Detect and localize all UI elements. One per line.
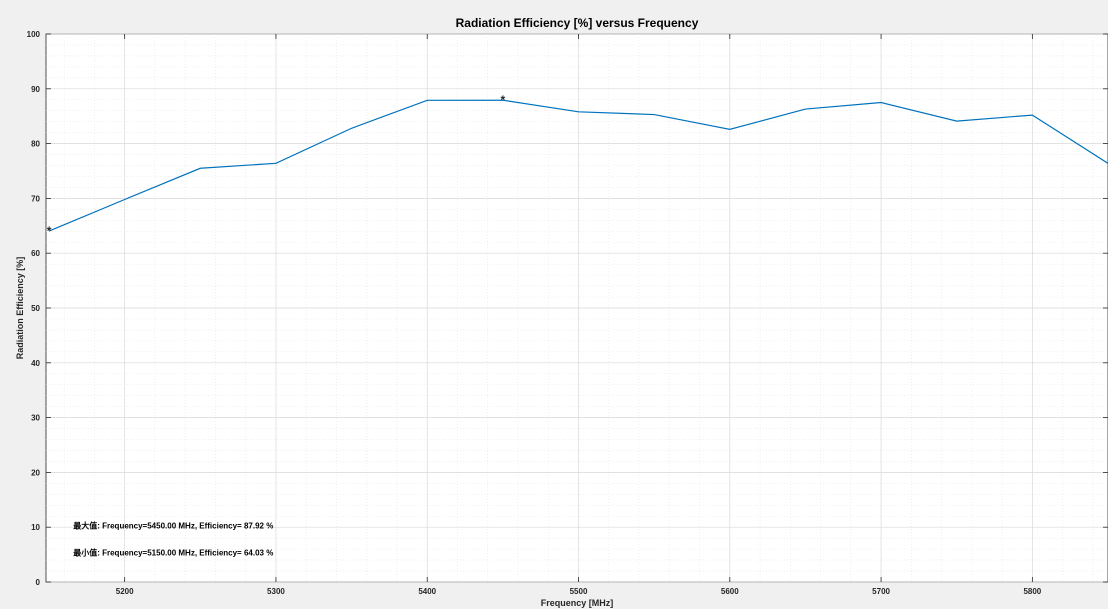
y-tick-label: 80	[31, 140, 40, 149]
extreme-markers: **	[47, 93, 506, 238]
y-axis-label: Radiation Efficiency [%]	[15, 257, 25, 360]
x-tick-label: 5600	[721, 587, 739, 596]
y-tick-label: 90	[31, 85, 40, 94]
efficiency-series-line	[48, 99, 1108, 232]
y-tick-labels: 0 10 20 30 40 50 60 70 80 90 100	[27, 30, 41, 587]
max-annotation: 最大值: Frequency=5450.00 MHz, Efficiency= …	[73, 520, 273, 530]
major-grid	[46, 33, 1108, 583]
y-tick-label: 60	[31, 249, 40, 258]
annotations: 最大值: Frequency=5450.00 MHz, Efficiency= …	[73, 520, 273, 557]
y-tick-label: 0	[36, 578, 41, 587]
x-tick-label: 5300	[267, 587, 285, 596]
y-tick-label: 100	[27, 30, 41, 39]
y-tick-label: 50	[31, 304, 40, 313]
x-tick-labels: 5200 5300 5400 5500 5600 5700 5800	[116, 587, 1042, 596]
axis-ticks	[46, 33, 1108, 583]
min-annotation: 最小值: Frequency=5150.00 MHz, Efficiency= …	[73, 548, 273, 558]
x-tick-label: 5200	[116, 587, 134, 596]
x-axis-label: Frequency [MHz]	[541, 598, 614, 608]
x-tick-label: 5700	[872, 587, 890, 596]
max-marker: *	[501, 93, 506, 107]
min-marker: *	[47, 224, 52, 238]
x-tick-label: 5500	[570, 587, 588, 596]
y-tick-label: 70	[31, 194, 40, 203]
y-tick-label: 40	[31, 359, 40, 368]
chart-title: Radiation Efficiency [%] versus Frequenc…	[456, 16, 699, 30]
x-tick-label: 5800	[1023, 587, 1041, 596]
x-tick-label: 5400	[418, 587, 436, 596]
y-tick-label: 10	[31, 523, 40, 532]
y-tick-label: 20	[31, 468, 40, 477]
y-tick-label: 30	[31, 414, 40, 423]
minor-grid	[46, 34, 1108, 582]
